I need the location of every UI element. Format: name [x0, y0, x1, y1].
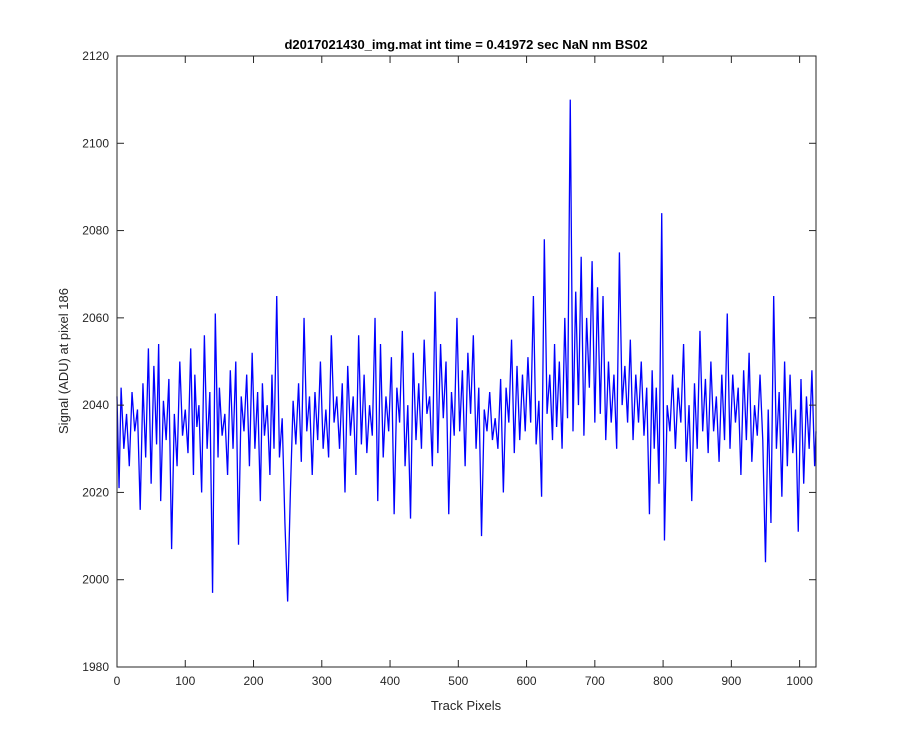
- x-tick-label: 100: [175, 674, 195, 688]
- y-tick-label: 2120: [82, 49, 109, 63]
- y-tick-label: 2080: [82, 224, 109, 238]
- y-tick-label: 2100: [82, 136, 109, 150]
- series-layer: [116, 99, 817, 602]
- x-tick-label: 400: [380, 674, 400, 688]
- plot-box: [116, 55, 817, 668]
- y-tick-label: 2020: [82, 485, 109, 499]
- x-tick-label: 300: [312, 674, 332, 688]
- y-tick-label: 2060: [82, 311, 109, 325]
- x-tick-label: 700: [585, 674, 605, 688]
- chart-title: d2017021430_img.mat int time = 0.41972 s…: [284, 37, 647, 52]
- series-line-0: [116, 99, 817, 602]
- y-axis-label: Signal (ADU) at pixel 186: [56, 288, 71, 434]
- y-tick-label: 2040: [82, 398, 109, 412]
- x-tick-label: 1000: [786, 674, 813, 688]
- x-axis-label: Track Pixels: [431, 698, 502, 713]
- x-tick-label: 500: [448, 674, 468, 688]
- x-axis-ticks: 0 100 200 300 400 500 600 700 800 900 1000: [114, 56, 813, 688]
- y-axis-ticks: 1980 2000 2020 2040 2060 2080 2100 2120: [82, 49, 816, 674]
- x-tick-label: 200: [244, 674, 264, 688]
- x-tick-label: 800: [653, 674, 673, 688]
- x-tick-label: 900: [721, 674, 741, 688]
- y-tick-label: 1980: [82, 660, 109, 674]
- y-tick-label: 2000: [82, 573, 109, 587]
- x-tick-label: 0: [114, 674, 121, 688]
- x-tick-label: 600: [517, 674, 537, 688]
